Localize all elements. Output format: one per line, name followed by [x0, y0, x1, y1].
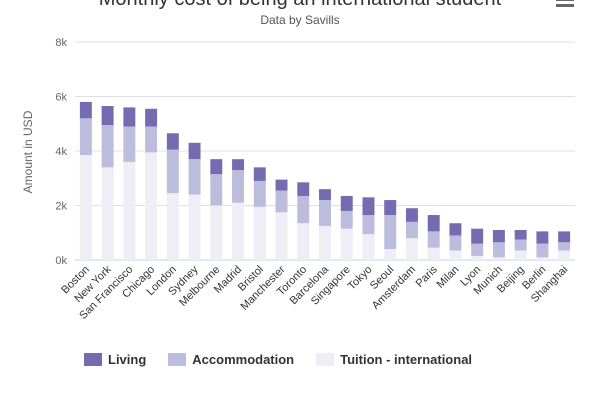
bar-segment[interactable]	[471, 228, 484, 244]
bar-segment[interactable]	[188, 159, 201, 195]
bar-segment[interactable]	[514, 239, 527, 251]
legend: Living Accommodation Tuition - internation…	[84, 352, 472, 367]
y-tick-label: 4k	[55, 146, 67, 158]
bar-segment[interactable]	[123, 161, 136, 260]
bar-segment[interactable]	[232, 202, 245, 260]
bar-segment[interactable]	[536, 231, 549, 244]
bar-segment[interactable]	[319, 200, 331, 226]
bar-segment[interactable]	[188, 194, 201, 260]
bar-segment[interactable]	[145, 126, 158, 153]
bar-segment[interactable]	[275, 212, 288, 260]
bar-segment[interactable]	[405, 238, 418, 260]
bar-segment[interactable]	[536, 243, 549, 258]
bar-segment[interactable]	[427, 215, 440, 232]
bar-segment[interactable]	[319, 225, 331, 260]
bar-segment[interactable]	[210, 174, 223, 206]
bar-segment[interactable]	[492, 230, 505, 243]
bar-segment[interactable]	[123, 126, 136, 162]
y-tick-label: 8k	[55, 37, 67, 49]
bar-segment[interactable]	[210, 159, 223, 175]
y-tick-label: 6k	[55, 92, 67, 104]
legend-label: Living	[108, 352, 147, 367]
bar-segment[interactable]	[79, 101, 92, 119]
legend-item[interactable]: Living	[84, 352, 146, 367]
bar-segment[interactable]	[166, 193, 179, 260]
y-axis-label: Amount in USD	[21, 110, 35, 193]
bar-segment[interactable]	[145, 152, 158, 260]
bar-segment[interactable]	[297, 182, 310, 196]
legend-item[interactable]: Tuition - international	[316, 352, 472, 367]
bar-segment[interactable]	[210, 205, 223, 261]
bar-segment[interactable]	[536, 257, 549, 260]
x-tick-label: Tokyo	[346, 264, 375, 293]
bar-segment[interactable]	[384, 249, 397, 260]
bar-segment[interactable]	[145, 108, 158, 127]
y-tick-label: 0k	[55, 255, 67, 267]
x-tick-label: Paris	[414, 263, 441, 290]
bar-segment[interactable]	[362, 197, 375, 216]
x-tick-label: Milan	[434, 264, 461, 291]
bar-segment[interactable]	[471, 243, 484, 256]
bar-segment[interactable]	[232, 159, 245, 171]
bar-segment[interactable]	[253, 180, 266, 207]
bar-segment[interactable]	[492, 242, 505, 258]
bar-segment[interactable]	[427, 231, 440, 248]
bar-segment[interactable]	[101, 106, 114, 126]
bar-segment[interactable]	[188, 142, 201, 160]
legend-swatch	[168, 353, 187, 366]
bar-segment[interactable]	[253, 206, 266, 260]
bar-segment[interactable]	[101, 125, 114, 168]
bar-segment[interactable]	[297, 223, 310, 260]
bar-segment[interactable]	[558, 231, 571, 243]
bar-segment[interactable]	[492, 257, 505, 260]
bar-segment[interactable]	[253, 167, 266, 181]
bar-segment[interactable]	[340, 210, 353, 229]
bar-segment[interactable]	[166, 149, 179, 194]
bar-segment[interactable]	[275, 190, 288, 213]
bar-segment[interactable]	[449, 235, 462, 251]
bar-segment[interactable]	[514, 230, 527, 240]
bar-segment[interactable]	[123, 107, 136, 127]
menu-icon[interactable]	[556, 0, 574, 8]
bar-segment[interactable]	[471, 255, 484, 260]
bar-segment[interactable]	[362, 215, 375, 235]
bar-segment[interactable]	[384, 200, 397, 216]
legend-swatch	[316, 353, 335, 366]
legend-label: Tuition - international	[340, 352, 473, 367]
bar-segment[interactable]	[319, 189, 331, 201]
bar-segment[interactable]	[79, 155, 92, 260]
bar-segment[interactable]	[449, 223, 462, 236]
bar-segment[interactable]	[558, 250, 571, 260]
legend-label: Accommodation	[192, 352, 295, 367]
bar-segment[interactable]	[340, 195, 353, 211]
bar-segment[interactable]	[166, 133, 179, 150]
bar-segment[interactable]	[101, 167, 114, 260]
bar-segment[interactable]	[558, 242, 571, 251]
bar-segment[interactable]	[275, 179, 288, 191]
bar-segment[interactable]	[427, 247, 440, 260]
bar-segment[interactable]	[384, 215, 397, 250]
bar-segment[interactable]	[79, 118, 92, 156]
bar-segment[interactable]	[449, 250, 462, 260]
chart-subtitle: Data by Savills	[260, 13, 340, 27]
bar-segment[interactable]	[405, 221, 418, 239]
bar-segment[interactable]	[297, 195, 310, 224]
bar-segment[interactable]	[514, 250, 527, 260]
bar-segment[interactable]	[232, 170, 245, 203]
bar-segment[interactable]	[362, 234, 375, 260]
legend-item[interactable]: Accommodation	[168, 352, 294, 367]
chart-title: Monthly cost of being an international s…	[0, 0, 600, 11]
bar-segment[interactable]	[405, 208, 418, 222]
legend-swatch	[84, 353, 102, 366]
bar-segment[interactable]	[340, 228, 353, 260]
y-tick-label: 2k	[55, 201, 67, 213]
